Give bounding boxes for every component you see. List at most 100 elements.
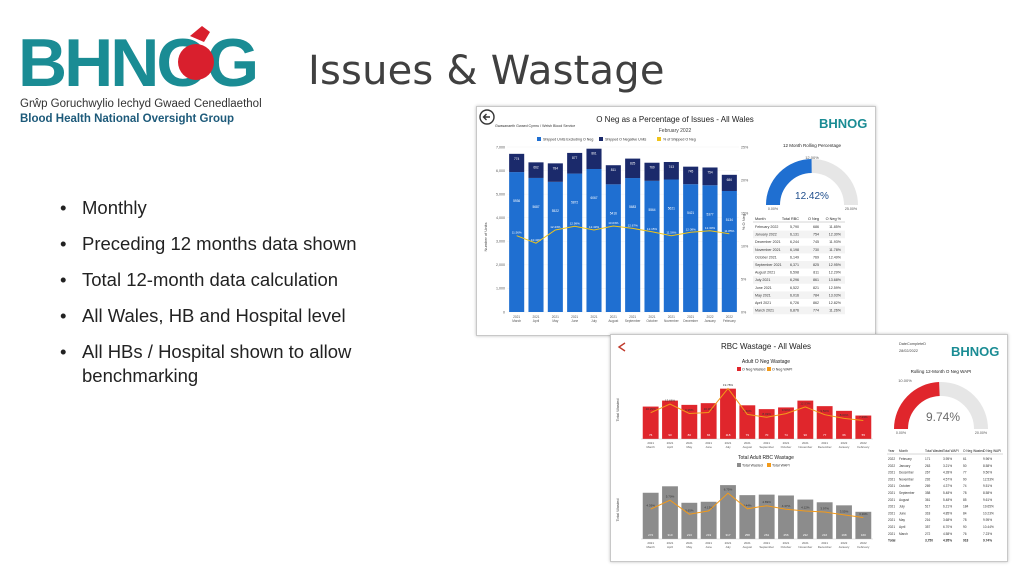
gauge-title: 12 Month Rolling Percentage	[783, 143, 842, 148]
x-tick-label: 2021	[763, 441, 770, 445]
x-tick-label: 2021	[744, 441, 751, 445]
x-tick-label: November	[664, 319, 680, 323]
pct-label: 12.08%	[686, 227, 697, 231]
pct-label: 12.30%	[705, 226, 716, 230]
table-cell: 5,790	[790, 225, 799, 229]
table-cell: 318	[925, 511, 931, 515]
x-tick-label: 2021	[532, 315, 539, 319]
table-cell: 6,149	[790, 255, 799, 259]
table-header: Total Wasted	[925, 449, 944, 453]
x-tick-label: February	[857, 545, 870, 549]
bar-oneg	[644, 162, 660, 181]
table-cell: 6,371	[790, 263, 799, 267]
table-cell: 84	[963, 511, 967, 515]
pct-label: 10.43%	[531, 238, 542, 242]
table-cell: June	[899, 511, 906, 515]
bar-excl-label: 5621	[668, 207, 675, 211]
adult-chart-title: Adult O Neg Wastage	[742, 359, 790, 365]
x-tick-label: February	[857, 445, 870, 449]
total-legend: Total Wasted Total WAPI	[737, 463, 790, 468]
bar-excl-label: 5687	[532, 205, 539, 209]
bar-excl-label: 5683	[629, 205, 636, 209]
total-x-axis-labels: 2021March2021April2021May2021June2021Jul…	[646, 541, 869, 549]
back-arrow-icon[interactable]	[617, 342, 626, 352]
bar-oneg	[683, 166, 699, 185]
bullet-item: All HBs / Hospital shown to allow benchm…	[58, 340, 438, 388]
x-tick-label: December	[818, 545, 832, 549]
bar-value-label: 76	[649, 433, 653, 437]
table-cell: 76	[963, 532, 967, 536]
page-title: Issues & Wastage	[308, 48, 665, 94]
x-tick-label: January	[839, 545, 850, 549]
x-tick-label: September	[759, 545, 774, 549]
table-header: O Neg	[808, 217, 819, 221]
legend-label: Total Wasted	[742, 464, 763, 468]
bar-excl-oneg	[567, 173, 583, 312]
bar-value-label: 74	[784, 433, 788, 437]
logo-english-line: Blood Health National Oversight Group	[20, 113, 235, 125]
bar-oneg-label: 662	[533, 165, 539, 169]
bar-value-label: 272	[648, 533, 653, 537]
table-cell: January 2022	[755, 233, 777, 237]
adult-oneg-bars: 76 10.29% 90 13.66% 80 9.95% 84 10.36% 118 19.78%…	[641, 383, 873, 440]
y-tick-label: 7,000	[496, 145, 505, 149]
table-cell: 784	[813, 293, 819, 297]
table-total-cell: 3,750	[925, 539, 933, 543]
bhnog-logo: BHNOG Grŵp Goruchwylio Iechyd Gwaed Cene…	[18, 22, 268, 132]
wapi-label: 9.60%	[743, 409, 752, 413]
table-header: O Neg %	[826, 217, 842, 221]
table-rows: February 2022 5,790 686 11.85% January 2022 6…	[753, 225, 845, 315]
table-row-bg	[753, 245, 845, 254]
bar-oneg-label: 743	[669, 165, 675, 169]
back-arrow-icon[interactable]	[479, 109, 495, 125]
x-tick-label: 2021	[705, 441, 712, 445]
x-tick-label: 2021	[647, 541, 654, 545]
x-tick-label: 2021	[687, 315, 694, 319]
report1-legend: Shipped Units Excluding O Neg Shipped O …	[537, 137, 696, 142]
table-cell: 6,598	[790, 271, 799, 275]
bar-excl-oneg	[528, 177, 544, 312]
table-cell: August	[899, 498, 909, 502]
x-tick-label: 2021	[667, 541, 674, 545]
table-cell: November 2021	[755, 248, 781, 252]
wastage-bar	[816, 406, 833, 439]
table-cell: 2021	[888, 477, 895, 481]
bar-excl-oneg	[547, 181, 563, 312]
table-cell: March	[899, 532, 908, 536]
bar-value-label: 219	[706, 533, 711, 537]
x-tick-label: April	[533, 319, 540, 323]
report2-logo-text: BHNOG	[951, 344, 999, 359]
wastage-bar	[778, 495, 794, 539]
bar-excl-label: 5377	[706, 212, 713, 216]
x-tick-label: 2021	[821, 441, 828, 445]
bar-value-label: 79	[746, 433, 750, 437]
table-header: Month	[755, 217, 766, 221]
wapi-label: 4.12%	[801, 505, 810, 509]
bhnog-wordmark: BHNOG	[18, 25, 259, 96]
table-cell: 85	[963, 498, 967, 502]
y2-tick-label: 0%	[741, 310, 747, 314]
wapi-label: 3.16%	[859, 512, 868, 516]
table-cell: 6.21%	[943, 505, 952, 509]
bar-excl-label: 5936	[513, 199, 520, 203]
report2-logo: BHNOG	[951, 344, 999, 359]
table-header: Month	[899, 449, 908, 453]
x-tick-label: December	[683, 319, 699, 323]
table-cell: 745	[813, 240, 819, 244]
table-row-bg	[753, 306, 845, 315]
y-axis-ticks: 0 1,000 2,000 3,000 4,000 5,000 6,000 7,000	[496, 145, 739, 314]
bar-oneg	[721, 174, 737, 191]
bar-excl-label: 5421	[687, 211, 694, 215]
table-cell: September 2021	[755, 263, 782, 267]
x-tick-label: 2021	[783, 441, 790, 445]
wastage-bar	[797, 400, 814, 439]
x-tick-label: February	[723, 319, 736, 323]
gauge-min: 0.00%	[896, 431, 907, 435]
table-cell: 4.57%	[943, 477, 952, 481]
bar-oneg	[528, 162, 544, 178]
wastage-bar	[642, 492, 659, 539]
table-cell: 10.44%	[983, 525, 994, 529]
legend-label: % of Shipped O Neg	[663, 138, 696, 142]
table-cell: March 2021	[755, 309, 774, 313]
table-cell: 2022	[888, 464, 895, 468]
